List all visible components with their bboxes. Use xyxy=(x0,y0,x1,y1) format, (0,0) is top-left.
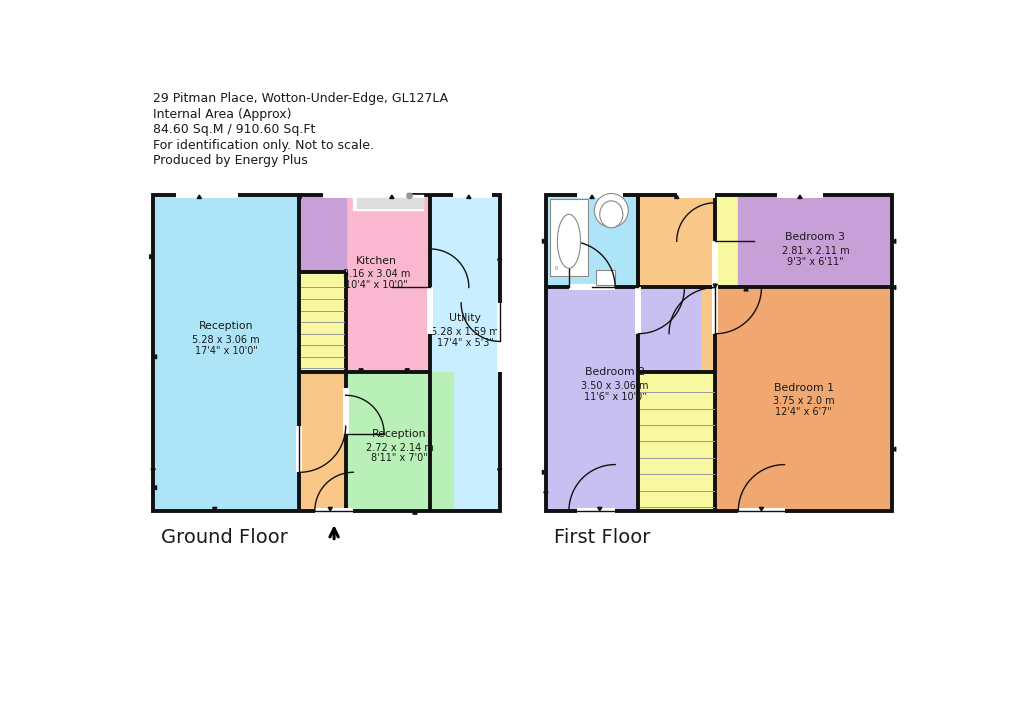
Polygon shape xyxy=(597,508,601,510)
Polygon shape xyxy=(497,469,501,472)
Text: Ground Floor: Ground Floor xyxy=(161,528,287,547)
Text: 8'11" x 7'0": 8'11" x 7'0" xyxy=(371,454,428,464)
Polygon shape xyxy=(638,195,714,372)
Polygon shape xyxy=(212,508,217,510)
Polygon shape xyxy=(545,195,638,288)
Bar xyxy=(545,195,892,510)
Polygon shape xyxy=(300,195,430,372)
Text: 2.72 x 2.14 m: 2.72 x 2.14 m xyxy=(365,443,433,453)
Polygon shape xyxy=(712,284,716,288)
Polygon shape xyxy=(743,288,747,291)
Polygon shape xyxy=(153,195,300,510)
Polygon shape xyxy=(300,195,345,272)
Polygon shape xyxy=(589,195,594,198)
Polygon shape xyxy=(153,485,156,490)
Text: 84.60 Sq.M / 910.60 Sq.Ft: 84.60 Sq.M / 910.60 Sq.Ft xyxy=(153,123,315,136)
Polygon shape xyxy=(393,198,422,208)
Text: Internal Area (Approx): Internal Area (Approx) xyxy=(153,107,291,120)
Ellipse shape xyxy=(556,214,580,268)
Polygon shape xyxy=(345,372,453,510)
Text: Produced by Energy Plus: Produced by Energy Plus xyxy=(153,154,308,167)
Polygon shape xyxy=(357,198,391,208)
Text: 10'4" x 10'0": 10'4" x 10'0" xyxy=(344,280,408,290)
Text: 29 Pitman Place, Wotton-Under-Edge, GL127LA: 29 Pitman Place, Wotton-Under-Edge, GL12… xyxy=(153,92,447,105)
Polygon shape xyxy=(405,369,409,372)
Text: 9'3" x 6'11": 9'3" x 6'11" xyxy=(787,257,843,267)
Ellipse shape xyxy=(599,201,623,228)
Text: 12'4" x 6'7": 12'4" x 6'7" xyxy=(774,407,832,417)
Polygon shape xyxy=(300,372,361,510)
Text: 17'4" x 5'3": 17'4" x 5'3" xyxy=(436,338,493,348)
Polygon shape xyxy=(328,508,332,510)
Text: First Floor: First Floor xyxy=(553,528,649,547)
Polygon shape xyxy=(542,470,545,474)
Polygon shape xyxy=(430,195,499,510)
Text: Bedroom 1: Bedroom 1 xyxy=(773,383,833,393)
Text: 6: 6 xyxy=(554,266,558,271)
Polygon shape xyxy=(638,372,714,510)
Circle shape xyxy=(407,193,412,198)
Text: 5.28 x 1.59 m: 5.28 x 1.59 m xyxy=(431,327,498,337)
Polygon shape xyxy=(892,239,895,244)
Polygon shape xyxy=(153,355,156,359)
Text: Kitchen: Kitchen xyxy=(356,255,396,265)
Polygon shape xyxy=(413,510,417,514)
Polygon shape xyxy=(467,195,471,198)
Bar xyxy=(153,195,499,510)
Polygon shape xyxy=(545,288,699,510)
Polygon shape xyxy=(197,195,202,198)
Polygon shape xyxy=(542,239,545,244)
Polygon shape xyxy=(300,272,345,372)
Text: 3.50 x 3.06 m: 3.50 x 3.06 m xyxy=(581,381,648,391)
Polygon shape xyxy=(497,257,501,260)
Polygon shape xyxy=(714,195,753,288)
Text: 17'4" x 10'0": 17'4" x 10'0" xyxy=(195,345,258,355)
Text: Bedroom 3: Bedroom 3 xyxy=(785,232,845,242)
Polygon shape xyxy=(892,286,895,290)
Text: Reception: Reception xyxy=(199,321,254,331)
Polygon shape xyxy=(674,195,679,198)
Polygon shape xyxy=(298,195,302,198)
Text: 5.28 x 3.06 m: 5.28 x 3.06 m xyxy=(193,335,260,345)
Text: 2.81 x 2.11 m: 2.81 x 2.11 m xyxy=(781,247,849,256)
Circle shape xyxy=(594,193,628,227)
Bar xyxy=(549,199,588,276)
Polygon shape xyxy=(892,447,895,451)
Text: 11'6" x 10'0": 11'6" x 10'0" xyxy=(583,392,646,402)
Text: Reception: Reception xyxy=(372,429,426,439)
Polygon shape xyxy=(714,288,892,510)
Polygon shape xyxy=(353,195,422,211)
Text: Bedroom 2: Bedroom 2 xyxy=(585,367,644,377)
Polygon shape xyxy=(359,369,363,372)
Polygon shape xyxy=(151,469,155,472)
Polygon shape xyxy=(389,195,393,198)
Polygon shape xyxy=(758,508,763,510)
Polygon shape xyxy=(797,195,801,198)
Polygon shape xyxy=(549,199,588,276)
Polygon shape xyxy=(738,195,892,288)
Polygon shape xyxy=(150,255,153,259)
Text: For identification only. Not to scale.: For identification only. Not to scale. xyxy=(153,138,374,151)
Text: Utility: Utility xyxy=(448,314,481,323)
Bar xyxy=(595,270,614,286)
Polygon shape xyxy=(543,492,547,495)
Text: 3.75 x 2.0 m: 3.75 x 2.0 m xyxy=(772,397,834,407)
Text: 3.16 x 3.04 m: 3.16 x 3.04 m xyxy=(342,270,410,280)
